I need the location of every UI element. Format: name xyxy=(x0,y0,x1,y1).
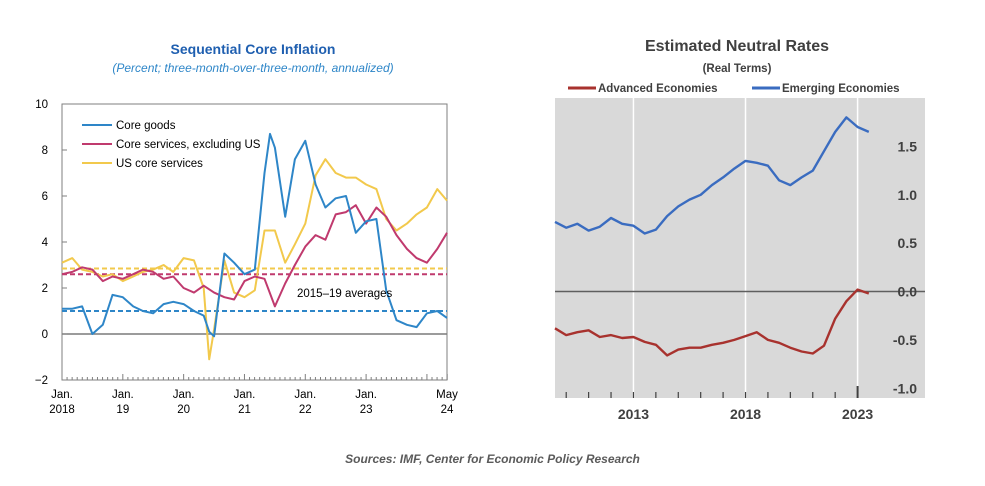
y-tick-label: −2 xyxy=(35,375,48,387)
legend-label: Core services, excluding US xyxy=(116,139,261,151)
x-tick-label: 2018 xyxy=(730,406,761,422)
averages-annotation: 2015–19 averages xyxy=(297,288,393,300)
y-tick-label: 0.0 xyxy=(898,284,918,300)
y-tick-label: 0.5 xyxy=(898,235,918,251)
legend-label: Emerging Economies xyxy=(782,83,900,95)
y-tick-label: 4 xyxy=(42,237,49,249)
x-tick-label: 20 xyxy=(177,404,190,416)
x-tick-label: Jan. xyxy=(112,389,134,401)
series-line-2 xyxy=(61,158,448,361)
right-legend: Advanced Economies Emerging Economies xyxy=(568,83,900,95)
x-tick-label: Jan. xyxy=(234,389,256,401)
x-tick-label: 2023 xyxy=(842,406,873,422)
legend-label: Advanced Economies xyxy=(598,83,718,95)
y-tick-label: 2 xyxy=(42,283,48,295)
right-plot-panel xyxy=(555,98,925,398)
x-tick-label: 24 xyxy=(441,404,454,416)
right-chart-title: Estimated Neutral Rates xyxy=(645,38,829,55)
y-tick-label: -0.5 xyxy=(893,332,917,348)
legend-label: US core services xyxy=(116,158,203,170)
left-chart-subtitle: (Percent; three-month-over-three-month, … xyxy=(112,61,393,75)
y-tick-label: 1.0 xyxy=(898,187,918,203)
source-note: Sources: IMF, Center for Economic Policy… xyxy=(345,452,640,466)
legend-label: Core goods xyxy=(116,120,176,132)
x-tick-label: 21 xyxy=(238,404,251,416)
x-tick-label: 22 xyxy=(299,404,312,416)
y-tick-label: 0 xyxy=(42,329,48,341)
y-tick-label: 1.5 xyxy=(898,138,918,154)
left-chart-title: Sequential Core Inflation xyxy=(171,41,336,57)
estimated-neutral-rates-chart: Estimated Neutral Rates (Real Terms) Adv… xyxy=(554,38,925,422)
series-line-1 xyxy=(554,116,870,235)
y-tick-label: 10 xyxy=(35,99,48,111)
right-chart-subtitle: (Real Terms) xyxy=(703,63,772,75)
y-tick-label: 6 xyxy=(42,191,48,203)
x-tick-label: May xyxy=(436,389,458,401)
series-line-0 xyxy=(62,132,448,338)
series-line-1 xyxy=(61,204,448,308)
sequential-core-inflation-chart: Sequential Core Inflation (Percent; thre… xyxy=(35,41,458,416)
series-line-0 xyxy=(554,288,870,357)
left-legend: Core goods Core services, excluding US US … xyxy=(82,120,261,170)
x-tick-label: Jan. xyxy=(51,389,73,401)
x-tick-label: Jan. xyxy=(355,389,377,401)
x-tick-label: Jan. xyxy=(294,389,316,401)
x-tick-label: 19 xyxy=(116,404,129,416)
y-tick-label: -1.0 xyxy=(893,380,917,396)
y-tick-label: 8 xyxy=(42,145,48,157)
x-tick-label: 23 xyxy=(360,404,373,416)
x-tick-label: 2018 xyxy=(49,404,75,416)
x-tick-label: Jan. xyxy=(173,389,195,401)
x-tick-label: 2013 xyxy=(618,406,649,422)
